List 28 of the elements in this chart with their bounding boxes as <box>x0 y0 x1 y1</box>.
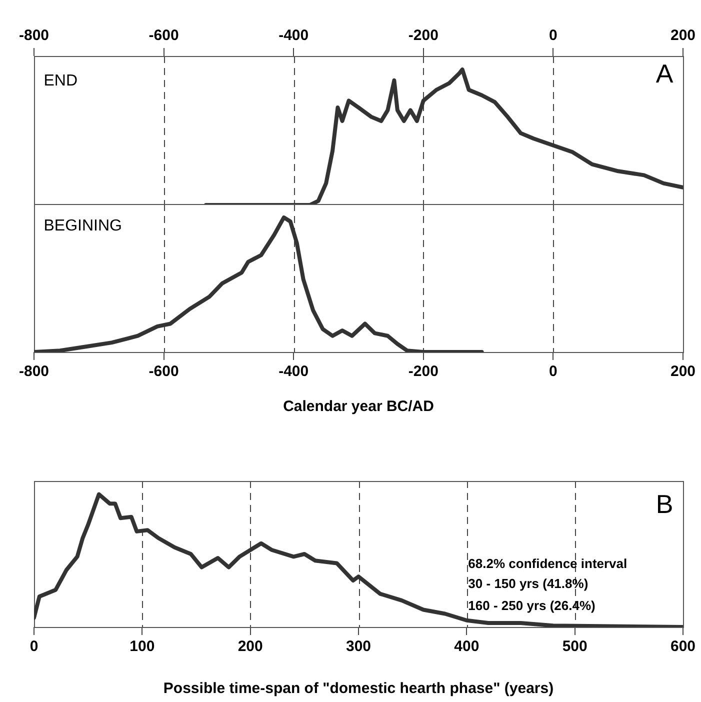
x-tick-label: 200 <box>670 27 696 44</box>
x-tick-label: -800 <box>18 27 50 44</box>
x-axis-title: Possible time-span of "domestic hearth phase" (years) <box>163 680 554 698</box>
x-tick-label: -400 <box>278 27 309 44</box>
x-tick-label: 600 <box>670 638 696 656</box>
x-tick-label: -600 <box>148 363 179 380</box>
x-tick-label: 0 <box>549 363 558 380</box>
x-tick-label: 500 <box>562 638 588 656</box>
x-tick-label: -200 <box>408 27 438 44</box>
x-tick-label: 300 <box>346 638 372 656</box>
x-tick-label: -400 <box>278 363 309 380</box>
annotation: 30 - 150 yrs (41.8%) <box>468 576 588 592</box>
annotation: 160 - 250 yrs (26.4%) <box>468 598 596 614</box>
annotation: BEGINING <box>44 218 122 235</box>
x-tick-label: 0 <box>30 638 38 656</box>
annotation: B <box>656 488 674 519</box>
x-tick-label: 200 <box>670 363 696 380</box>
annotation: END <box>44 72 78 90</box>
x-tick-label: -800 <box>18 363 50 380</box>
x-tick-label: 400 <box>454 638 480 656</box>
x-tick-label: 0 <box>549 27 558 44</box>
x-tick-label: 100 <box>130 638 155 656</box>
x-tick-label: -200 <box>408 363 438 380</box>
x-tick-label: -600 <box>148 27 179 44</box>
x-tick-label: 200 <box>238 638 263 656</box>
x-axis-title: Calendar year BC/AD <box>283 398 434 416</box>
annotation: 68.2% confidence interval <box>468 556 628 571</box>
annotation: A <box>656 58 674 89</box>
